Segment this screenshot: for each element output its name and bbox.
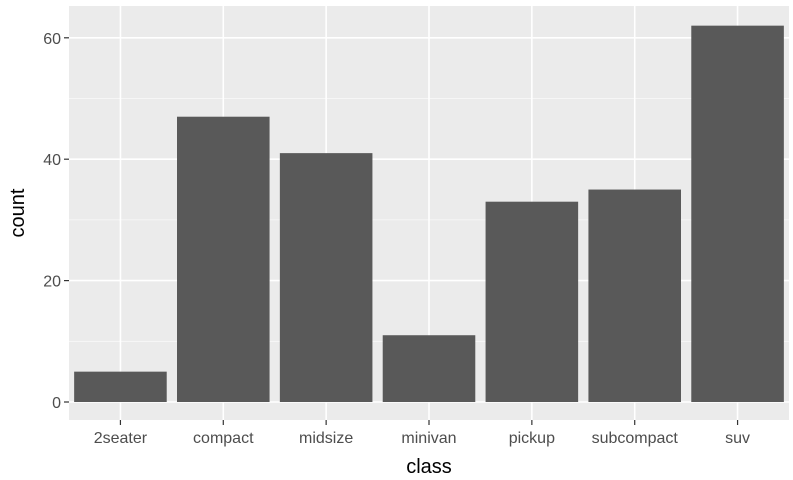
bar-subcompact [588,189,681,402]
x-axis-title: class [406,456,452,478]
y-tick-label: 40 [43,152,61,169]
bar-compact [177,116,270,403]
x-tick-label: minivan [401,430,456,447]
x-tick-label: suv [725,430,750,447]
bar-2seater [74,371,167,402]
y-tick-label: 0 [52,395,61,412]
bar-pickup [485,201,579,402]
bar-minivan [382,335,476,402]
x-tick-label: subcompact [592,430,679,447]
bar-suv [691,25,784,402]
y-tick-label: 20 [43,274,61,291]
y-axis-title: count [7,188,29,237]
x-tick-label: midsize [299,430,353,447]
x-tick-label: 2seater [94,430,148,447]
bar-midsize [279,153,373,402]
y-tick-label: 60 [43,31,61,48]
x-tick-label: compact [193,430,254,447]
x-axis: 2seater compact midsize minivan pickup subcom… [94,420,750,447]
x-tick-label: pickup [509,430,555,447]
bars [74,25,784,403]
y-axis: 0 20 40 60 [43,31,69,412]
